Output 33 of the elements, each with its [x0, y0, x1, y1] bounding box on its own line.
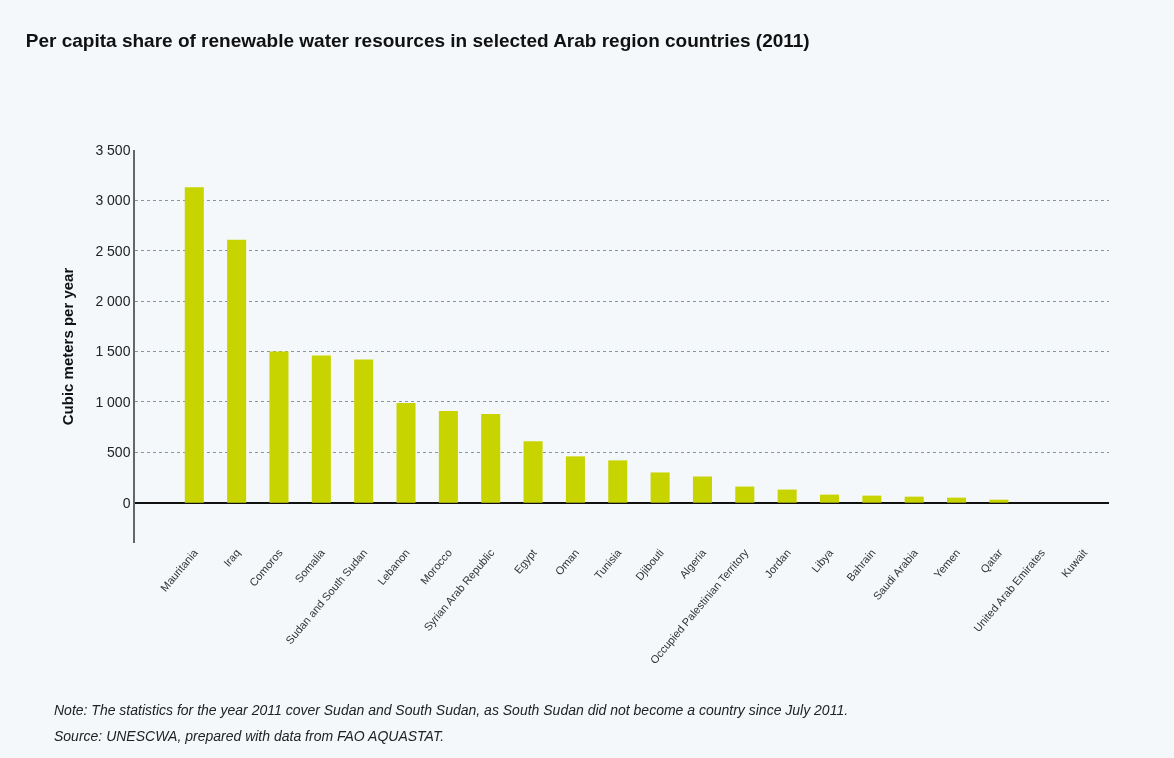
bar — [862, 495, 882, 503]
bar — [650, 472, 670, 503]
y-tick-label: 2 500 — [95, 242, 131, 259]
bar — [947, 497, 967, 503]
y-tick-label: 1 500 — [95, 343, 131, 360]
bar — [438, 410, 458, 503]
x-tick-label: Iraq — [220, 546, 243, 569]
bar — [565, 456, 585, 503]
y-tick-label: 3 500 — [95, 141, 131, 158]
bar — [692, 476, 712, 503]
bar — [523, 441, 543, 503]
bar — [396, 402, 416, 503]
y-tick-label: 2 000 — [95, 293, 131, 310]
y-tick-label: 0 — [122, 494, 131, 511]
bar — [904, 496, 924, 503]
bar — [184, 187, 204, 503]
bar — [989, 499, 1009, 503]
y-tick-label: 500 — [107, 444, 131, 461]
y-tick-label: 3 000 — [95, 192, 131, 209]
chart-title: Per capita share of renewable water resources in selected Arab region countries (2011) — [25, 30, 810, 52]
bar — [354, 359, 374, 503]
bar — [227, 239, 247, 503]
bar — [608, 460, 628, 503]
text: Note: The statistics for the year 2011 cover Sudan and South Sudan, as South Sudan did not become a country since July 2011. — [54, 702, 849, 718]
y-tick-label: 1 000 — [95, 393, 131, 410]
bar — [777, 489, 797, 503]
bar — [269, 351, 289, 503]
bar — [481, 414, 501, 503]
bar — [819, 494, 840, 503]
source-note: Source: UNESCWA, prepared with data from FAO AQUASTAT. — [54, 728, 445, 744]
y-axis-title: Cubic meters per year — [59, 267, 77, 426]
bar — [735, 486, 755, 503]
bar — [311, 355, 331, 503]
